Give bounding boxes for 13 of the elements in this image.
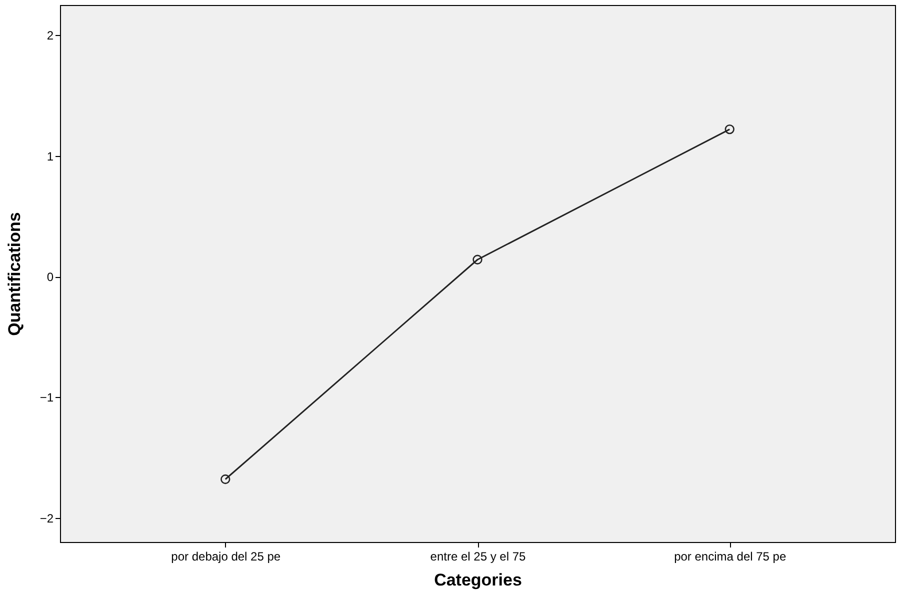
x-tick-label: por encima del 75 pe	[674, 550, 786, 564]
y-tick-label: 0	[46, 270, 54, 284]
y-tick-label: 1	[46, 149, 54, 164]
y-axis-title: Quantifications	[4, 212, 24, 336]
y-tick-label: 2	[46, 28, 54, 43]
y-tick-label: −2	[40, 511, 54, 526]
x-tick-label: entre el 25 y el 75	[430, 550, 526, 564]
y-tick-label: −1	[40, 390, 54, 405]
x-tick-label: por debajo del 25 pe	[171, 550, 281, 564]
point	[472, 254, 482, 264]
x-axis-title: Categories	[434, 570, 522, 590]
point	[220, 474, 230, 484]
point	[724, 124, 734, 134]
